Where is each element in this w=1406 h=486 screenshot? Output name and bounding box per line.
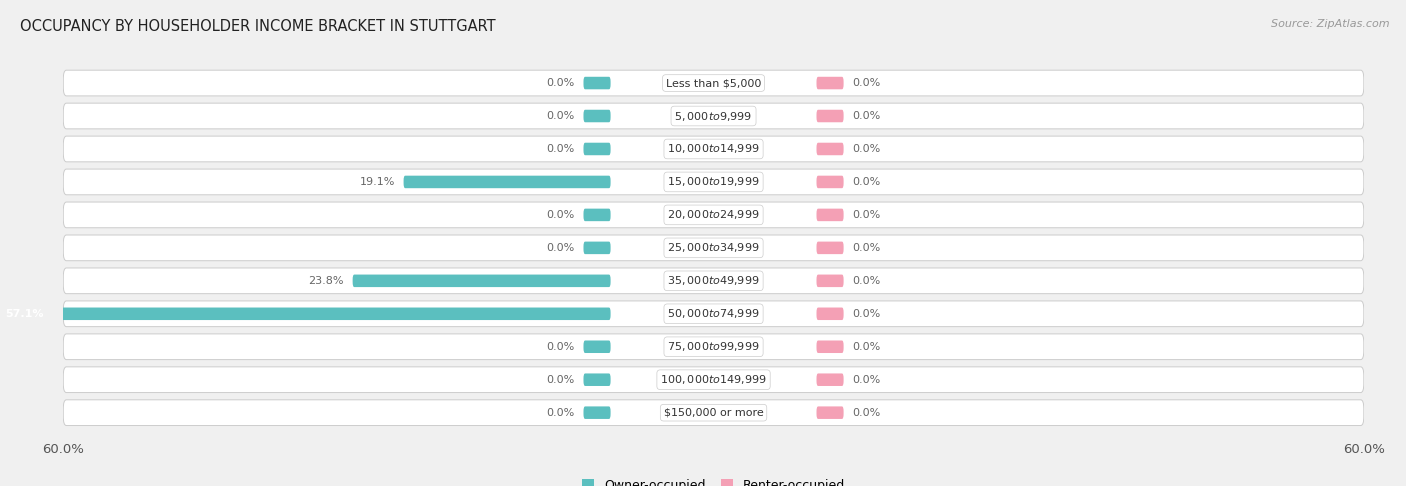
Text: $75,000 to $99,999: $75,000 to $99,999 — [668, 340, 759, 353]
FancyBboxPatch shape — [63, 136, 1364, 162]
Text: 0.0%: 0.0% — [547, 144, 575, 154]
Text: 0.0%: 0.0% — [852, 177, 880, 187]
Text: 0.0%: 0.0% — [852, 342, 880, 352]
Text: 0.0%: 0.0% — [852, 375, 880, 385]
Text: 0.0%: 0.0% — [547, 243, 575, 253]
FancyBboxPatch shape — [817, 143, 844, 155]
FancyBboxPatch shape — [817, 175, 844, 188]
FancyBboxPatch shape — [817, 110, 844, 122]
FancyBboxPatch shape — [63, 169, 1364, 195]
Text: $50,000 to $74,999: $50,000 to $74,999 — [668, 307, 759, 320]
FancyBboxPatch shape — [583, 77, 610, 89]
Text: 23.8%: 23.8% — [308, 276, 344, 286]
FancyBboxPatch shape — [583, 373, 610, 386]
FancyBboxPatch shape — [583, 242, 610, 254]
Text: 19.1%: 19.1% — [360, 177, 395, 187]
FancyBboxPatch shape — [63, 235, 1364, 260]
FancyBboxPatch shape — [583, 341, 610, 353]
Text: 0.0%: 0.0% — [547, 375, 575, 385]
Text: $35,000 to $49,999: $35,000 to $49,999 — [668, 274, 759, 287]
Text: $20,000 to $24,999: $20,000 to $24,999 — [668, 208, 759, 222]
FancyBboxPatch shape — [583, 208, 610, 221]
FancyBboxPatch shape — [817, 406, 844, 419]
Text: $150,000 or more: $150,000 or more — [664, 408, 763, 417]
Legend: Owner-occupied, Renter-occupied: Owner-occupied, Renter-occupied — [582, 479, 845, 486]
FancyBboxPatch shape — [817, 275, 844, 287]
FancyBboxPatch shape — [404, 175, 610, 188]
FancyBboxPatch shape — [63, 70, 1364, 96]
FancyBboxPatch shape — [353, 275, 610, 287]
Text: 0.0%: 0.0% — [547, 78, 575, 88]
FancyBboxPatch shape — [63, 202, 1364, 228]
Text: 0.0%: 0.0% — [547, 408, 575, 417]
FancyBboxPatch shape — [583, 143, 610, 155]
Text: 0.0%: 0.0% — [547, 111, 575, 121]
Text: $10,000 to $14,999: $10,000 to $14,999 — [668, 142, 759, 156]
FancyBboxPatch shape — [63, 301, 1364, 327]
Text: 0.0%: 0.0% — [852, 309, 880, 319]
Text: 57.1%: 57.1% — [4, 309, 44, 319]
FancyBboxPatch shape — [63, 367, 1364, 393]
FancyBboxPatch shape — [817, 77, 844, 89]
Text: 0.0%: 0.0% — [852, 144, 880, 154]
FancyBboxPatch shape — [817, 242, 844, 254]
FancyBboxPatch shape — [583, 406, 610, 419]
Text: $5,000 to $9,999: $5,000 to $9,999 — [675, 109, 752, 122]
FancyBboxPatch shape — [817, 341, 844, 353]
Text: Source: ZipAtlas.com: Source: ZipAtlas.com — [1271, 19, 1389, 30]
FancyBboxPatch shape — [817, 208, 844, 221]
Text: 0.0%: 0.0% — [852, 111, 880, 121]
Text: 0.0%: 0.0% — [852, 78, 880, 88]
Text: 0.0%: 0.0% — [852, 210, 880, 220]
Text: $15,000 to $19,999: $15,000 to $19,999 — [668, 175, 759, 189]
Text: 0.0%: 0.0% — [547, 342, 575, 352]
FancyBboxPatch shape — [63, 268, 1364, 294]
Text: 0.0%: 0.0% — [852, 276, 880, 286]
FancyBboxPatch shape — [817, 373, 844, 386]
Text: $25,000 to $34,999: $25,000 to $34,999 — [668, 242, 759, 254]
FancyBboxPatch shape — [63, 400, 1364, 426]
Text: $100,000 to $149,999: $100,000 to $149,999 — [661, 373, 766, 386]
FancyBboxPatch shape — [63, 103, 1364, 129]
Text: 0.0%: 0.0% — [852, 243, 880, 253]
Text: 0.0%: 0.0% — [852, 408, 880, 417]
FancyBboxPatch shape — [0, 308, 610, 320]
FancyBboxPatch shape — [63, 334, 1364, 360]
FancyBboxPatch shape — [583, 110, 610, 122]
Text: 0.0%: 0.0% — [547, 210, 575, 220]
FancyBboxPatch shape — [817, 308, 844, 320]
Text: OCCUPANCY BY HOUSEHOLDER INCOME BRACKET IN STUTTGART: OCCUPANCY BY HOUSEHOLDER INCOME BRACKET … — [20, 19, 495, 35]
Text: Less than $5,000: Less than $5,000 — [666, 78, 761, 88]
